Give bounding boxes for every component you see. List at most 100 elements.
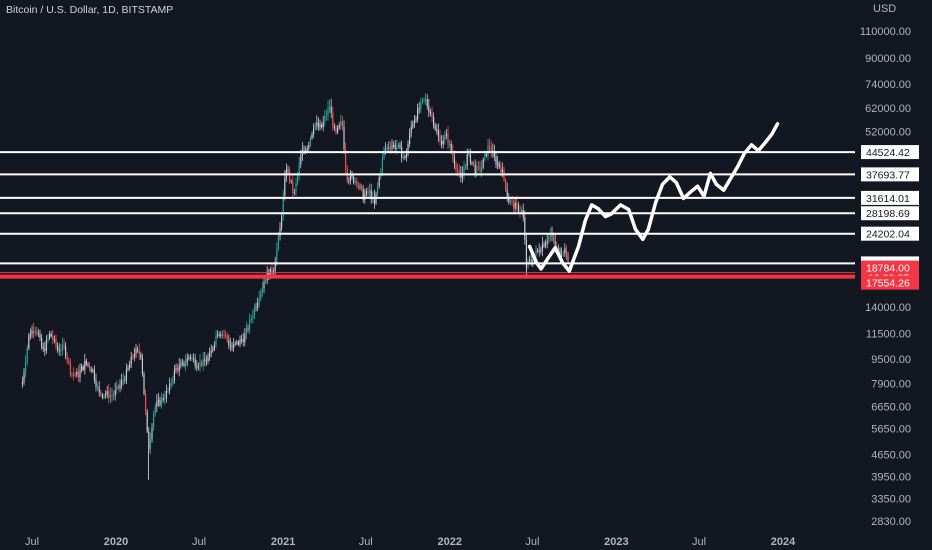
candle-body [493, 151, 496, 157]
candle-body [231, 346, 233, 348]
candle-body [357, 186, 360, 188]
candle-body [324, 116, 326, 122]
candle-body [442, 141, 444, 145]
candle-body [100, 392, 102, 396]
y-tick-label: 4650.00 [871, 450, 911, 462]
candle-body [225, 334, 227, 336]
candle-body [213, 344, 216, 349]
current-price-label: 18784.00 [866, 263, 910, 275]
candle-body [234, 343, 236, 345]
candle-body [484, 154, 486, 160]
candle-body [305, 150, 307, 152]
candle-body [269, 268, 272, 278]
candle-body [146, 411, 148, 432]
candle-body [311, 133, 313, 139]
candle-body [25, 362, 27, 373]
candle-body [410, 126, 412, 134]
candle-body [113, 395, 115, 397]
candle-body [530, 259, 532, 262]
x-tick-label: Jul [192, 536, 206, 548]
candle-body [201, 361, 203, 366]
candle-body [244, 334, 246, 342]
candle-body [506, 190, 508, 197]
candle-body [186, 358, 188, 363]
candle-body [253, 308, 256, 317]
candle-body [53, 339, 56, 341]
candle-body [471, 162, 473, 164]
candle-body [553, 235, 555, 242]
candle-body [415, 119, 417, 121]
candle-body [217, 334, 219, 336]
candle-body [351, 175, 353, 177]
candle-body [479, 166, 481, 172]
candle-body [109, 395, 112, 398]
candle-body [249, 319, 251, 330]
candle-body [412, 123, 414, 127]
candles [21, 92, 570, 480]
candle-body [31, 330, 33, 335]
candle-body [165, 391, 168, 399]
candle-body [330, 106, 332, 113]
candle-body [202, 359, 204, 366]
level-label: 28198.69 [866, 208, 910, 220]
candle-body [453, 157, 456, 165]
candle-body [255, 307, 257, 309]
candle-body [193, 358, 195, 360]
candle-body [365, 190, 368, 195]
candle-body [93, 370, 96, 381]
candle-body [332, 112, 334, 127]
candle-body [537, 250, 539, 252]
candle-body [433, 116, 435, 126]
candle-body [345, 149, 347, 169]
candle-body [517, 205, 520, 212]
x-tick-label: Jul [25, 536, 39, 548]
candle-body [511, 200, 513, 202]
candle-body [321, 124, 323, 128]
level-label: 31614.01 [866, 193, 910, 205]
candle-body [239, 339, 241, 345]
candle-body [71, 374, 73, 376]
candle-body [449, 143, 451, 145]
candle-body [284, 177, 286, 196]
x-tick-label: 2023 [604, 536, 628, 548]
y-tick-label: 9500.00 [871, 354, 911, 366]
candle-body [167, 390, 169, 392]
candle-body [557, 249, 560, 251]
candle-body [44, 349, 46, 351]
candle-body [436, 129, 438, 132]
candle-body [508, 196, 510, 203]
candle-body [263, 282, 265, 288]
candle-body [329, 106, 331, 109]
candle-body [148, 431, 150, 450]
level-label-box [861, 226, 919, 241]
candle-body [333, 126, 336, 129]
candle-body [562, 253, 564, 255]
candle-body [221, 334, 224, 336]
candle-body [388, 147, 390, 149]
candle-body [114, 390, 116, 396]
candle-body [541, 244, 544, 251]
candle-body [220, 334, 222, 336]
candle-body [69, 362, 72, 375]
candle-body [457, 170, 459, 172]
candle-body [194, 359, 196, 367]
candle-body [327, 108, 329, 116]
candle-body [469, 151, 472, 163]
candle-body [396, 147, 398, 150]
candle-body [21, 381, 24, 384]
candle-body [452, 151, 454, 158]
candle-body [199, 361, 201, 367]
candle-body [233, 344, 235, 348]
candle-body [87, 364, 89, 366]
candle-body [402, 156, 404, 158]
candle-body [143, 373, 145, 395]
candle-body [377, 186, 379, 194]
candle-body [348, 180, 350, 182]
candle-body [41, 337, 43, 347]
candle-body [548, 236, 550, 242]
candle-body [298, 164, 300, 176]
candle-body [481, 167, 483, 172]
candle-body [196, 366, 198, 368]
candle-body [117, 386, 120, 389]
